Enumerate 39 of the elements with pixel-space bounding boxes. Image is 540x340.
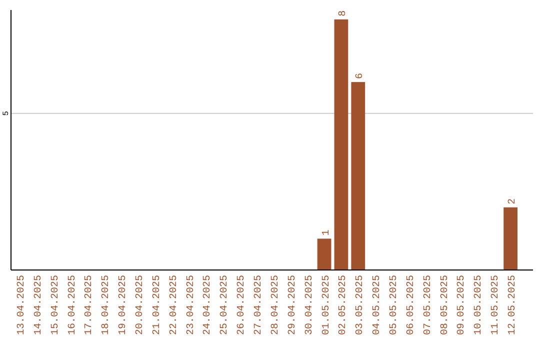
x-tick-label: 20.04.2025 [135, 275, 146, 336]
x-tick-label: 10.05.2025 [474, 275, 485, 336]
x-tick-label: 16.04.2025 [67, 275, 78, 336]
x-tick-label: 30.04.2025 [304, 275, 316, 336]
y-tick-label: 5 [2, 110, 11, 116]
x-tick-label: 23.04.2025 [186, 275, 197, 336]
x-tick-label: 07.05.2025 [422, 275, 434, 336]
x-tick-label: 21.04.2025 [152, 275, 163, 336]
x-tick-label: 01.05.2025 [321, 275, 332, 336]
x-tick-label: 25.04.2025 [220, 275, 231, 336]
x-tick-label: 28.04.2025 [270, 275, 282, 336]
bar [317, 238, 332, 270]
bar [334, 19, 348, 270]
x-tick-label: 29.04.2025 [287, 275, 298, 336]
x-tick-label: 08.05.2025 [440, 275, 451, 336]
data-label: 1 [321, 230, 332, 236]
x-tick-label: 18.04.2025 [101, 275, 112, 336]
data-label: 2 [508, 198, 519, 204]
x-tick-label: 15.04.2025 [50, 275, 62, 336]
x-tick-label: 22.04.2025 [168, 275, 180, 336]
x-tick-label: 02.05.2025 [338, 275, 350, 336]
data-label: 6 [355, 73, 366, 80]
x-tick-label: 26.04.2025 [236, 275, 248, 336]
x-tick-label: 04.05.2025 [372, 275, 384, 336]
data-label: 8 [338, 10, 350, 16]
x-tick-label: 24.04.2025 [202, 275, 214, 336]
x-tick-label: 05.05.2025 [389, 275, 400, 336]
x-tick-label: 12.05.2025 [508, 275, 519, 336]
x-tick-label: 13.04.2025 [16, 275, 28, 336]
bar [351, 82, 366, 270]
x-tick-label: 09.05.2025 [456, 275, 468, 336]
x-tick-label: 14.04.2025 [33, 275, 44, 336]
x-tick-label: 19.04.2025 [118, 275, 130, 336]
x-tick-label: 06.05.2025 [406, 275, 417, 336]
x-tick-label: 17.04.2025 [84, 275, 96, 336]
x-tick-label: 27.04.2025 [254, 275, 265, 336]
x-tick-label: 11.05.2025 [490, 275, 502, 336]
x-tick-label: 03.05.2025 [355, 275, 366, 336]
bar [504, 207, 518, 270]
